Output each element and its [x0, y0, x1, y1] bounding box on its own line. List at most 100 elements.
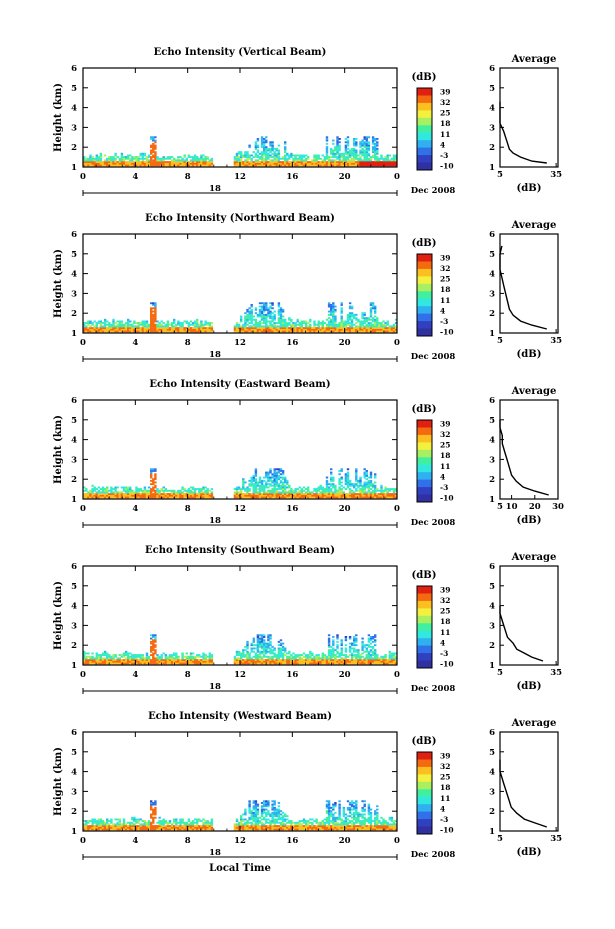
- heatmap-cell: [93, 826, 96, 829]
- heatmap-cell: [327, 650, 331, 653]
- colorbar-swatch: [417, 442, 432, 451]
- heatmap-cell: [193, 323, 197, 326]
- heatmap-cell: [183, 328, 186, 331]
- heatmap-cell: [154, 162, 157, 165]
- heatmap-cell: [118, 161, 121, 163]
- heatmap-cell: [376, 659, 379, 661]
- heatmap-cell: [338, 162, 341, 165]
- heatmap-cell: [237, 330, 241, 333]
- heatmap-cell: [365, 655, 368, 658]
- heatmap-cell: [110, 826, 113, 829]
- heatmap-cell: [143, 154, 147, 157]
- heatmap-cell: [124, 323, 128, 326]
- heatmap-cell: [183, 655, 186, 658]
- colorbar-tick-label: 18: [440, 119, 450, 128]
- heatmap-cell: [143, 157, 147, 160]
- heatmap-cell: [380, 154, 383, 157]
- heatmap-cell: [286, 659, 289, 661]
- heatmap-cell: [267, 315, 270, 318]
- heatmap-cell: [256, 144, 260, 147]
- heatmap-cell: [336, 136, 339, 139]
- heatmap-cell: [325, 162, 329, 165]
- heatmap-cell: [154, 649, 157, 652]
- heatmap-cell: [198, 325, 201, 328]
- heatmap-cell: [302, 322, 306, 324]
- heatmap-cell: [242, 327, 245, 329]
- heatmap-cell: [294, 659, 297, 661]
- heatmap-cell: [191, 156, 195, 158]
- heatmap-cell: [93, 488, 96, 490]
- heatmap-cell: [187, 330, 191, 333]
- heatmap-cell: [112, 327, 115, 329]
- heatmap-cell: [189, 496, 193, 499]
- heatmap-cell: [129, 659, 132, 661]
- heatmap-cell: [386, 154, 389, 157]
- heatmap-cell: [288, 496, 291, 499]
- heatmap-cell: [334, 488, 337, 490]
- heatmap-cell: [124, 162, 128, 165]
- heatmap-cell: [83, 826, 86, 829]
- heatmap-cell: [350, 655, 354, 658]
- heatmap-cell: [286, 328, 289, 331]
- heatmap-cell: [154, 151, 157, 154]
- heatmap-cell: [353, 138, 356, 140]
- heatmap-cell: [374, 315, 377, 318]
- heatmap-cell: [273, 481, 276, 484]
- heatmap-cell: [376, 323, 379, 326]
- heatmap-cell: [344, 476, 348, 479]
- heatmap-cell: [361, 637, 364, 640]
- heatmap-cell: [160, 823, 163, 826]
- heatmap-cell: [288, 484, 291, 487]
- heatmap-cell: [170, 660, 174, 663]
- heatmap-cell: [91, 156, 94, 158]
- heatmap-cell: [258, 486, 262, 489]
- heatmap-cell: [177, 493, 180, 495]
- heatmap-cell: [359, 654, 362, 656]
- heatmap-cell: [332, 313, 335, 316]
- heatmap-cell: [353, 328, 356, 331]
- colorbar-tick-label: -10: [440, 660, 454, 669]
- heatmap-cell: [145, 328, 149, 331]
- heatmap-cell: [346, 327, 350, 329]
- heatmap-cell: [321, 159, 324, 162]
- heatmap-cell: [237, 650, 241, 653]
- heatmap-cell: [181, 161, 184, 163]
- heatmap-cell: [298, 162, 301, 165]
- heatmap-cell: [355, 650, 358, 653]
- heatmap-cell: [344, 320, 348, 323]
- heatmap-cell: [254, 491, 258, 494]
- heatmap-cell: [325, 494, 329, 497]
- heatmap-cell: [313, 657, 316, 660]
- heatmap-cell: [246, 317, 249, 320]
- heatmap-cell: [258, 479, 262, 482]
- heatmap-cell: [177, 320, 180, 323]
- heatmap-cell: [204, 654, 207, 656]
- heatmap-cell: [208, 657, 211, 660]
- heatmap-cell: [300, 491, 304, 494]
- heatmap-cell: [152, 811, 155, 814]
- heatmap-cell: [275, 488, 278, 490]
- heatmap-cell: [106, 493, 109, 495]
- heatmap-cell: [196, 157, 199, 160]
- heatmap-cell: [256, 481, 260, 484]
- heatmap-cell: [83, 322, 86, 324]
- heatmap-cell: [154, 476, 157, 479]
- heatmap-cell: [357, 493, 360, 495]
- heatmap-cell: [252, 659, 255, 661]
- heatmap-cell: [300, 164, 304, 167]
- heatmap-cell: [380, 489, 383, 492]
- heatmap-cell: [279, 649, 283, 652]
- heatmap-cell: [277, 486, 281, 489]
- heatmap-cell: [350, 325, 354, 328]
- heatmap-cell: [103, 330, 107, 333]
- heatmap-cell: [296, 662, 299, 665]
- heatmap-cell: [340, 657, 343, 660]
- heatmap-cell: [152, 142, 155, 145]
- heatmap-cell: [240, 657, 243, 660]
- heatmap-cell: [281, 486, 285, 489]
- heatmap-cell: [380, 327, 383, 329]
- heatmap-cell: [288, 157, 291, 160]
- heatmap-cell: [344, 637, 348, 640]
- heatmap-cell: [367, 652, 371, 655]
